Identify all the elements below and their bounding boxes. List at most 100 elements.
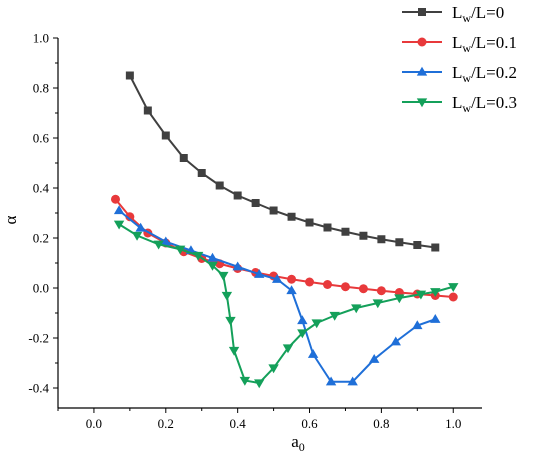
data-point (179, 154, 188, 162)
x-tick-label: 0.4 (230, 416, 247, 431)
data-point (228, 346, 240, 356)
legend-label: Lw/L=0.1 (452, 33, 517, 55)
data-point (448, 292, 458, 302)
legend-label-rest: /L=0.3 (471, 93, 517, 112)
data-point (215, 181, 224, 190)
data-point (390, 336, 401, 346)
legend-swatch-marker (416, 98, 428, 108)
x-axis-title: a0 (291, 432, 305, 454)
legend-item-0: Lw/L=0 (402, 3, 504, 25)
data-point (329, 311, 340, 321)
y-tick-label: 1.0 (33, 31, 49, 46)
data-point (113, 220, 125, 230)
data-point (359, 231, 368, 240)
data-point (268, 364, 279, 374)
data-point (297, 315, 308, 325)
data-point (110, 194, 120, 204)
data-point (225, 316, 236, 326)
data-point (430, 288, 441, 297)
data-point (340, 282, 350, 292)
legend-label-rest: /L=0.1 (471, 33, 517, 52)
data-point (125, 212, 135, 222)
data-point (161, 131, 170, 140)
x-tick-label: 0.8 (373, 416, 389, 431)
legend-label-sub: w (462, 71, 471, 85)
data-point (239, 376, 251, 386)
data-point (372, 299, 383, 309)
x-axis-title-main: a (291, 432, 299, 451)
legend-label-main: L (452, 93, 462, 112)
series-line (118, 209, 436, 383)
data-point (232, 261, 243, 271)
y-axis-title: α (1, 215, 20, 224)
legend-label-sub: w (462, 11, 471, 25)
data-point (305, 277, 315, 287)
data-point (430, 314, 441, 323)
data-point (307, 349, 319, 358)
data-point (221, 291, 233, 301)
data-point (254, 379, 265, 389)
data-point (431, 243, 440, 252)
y-tick-label: -0.4 (28, 381, 49, 396)
data-point (369, 354, 380, 363)
series-3 (113, 220, 459, 389)
y-tick-label: 0.2 (33, 231, 49, 246)
data-point (322, 280, 332, 289)
legend-label-rest: /L=0.2 (471, 63, 517, 82)
legend-swatch-marker (416, 66, 428, 76)
x-tick-label: 1.0 (445, 416, 461, 431)
data-point (233, 191, 242, 200)
data-point (197, 169, 206, 177)
data-point (286, 285, 297, 295)
data-point (113, 205, 125, 215)
y-tick-label: 0.0 (33, 281, 49, 296)
data-point (269, 206, 278, 215)
legend-label: Lw/L=0.3 (452, 93, 517, 115)
legend-label-rest: /L=0 (471, 3, 504, 22)
data-point (305, 218, 314, 227)
legend: Lw/L=0Lw/L=0.1Lw/L=0.2Lw/L=0.3 (402, 3, 517, 115)
x-axis-title-sub: 0 (299, 440, 305, 454)
x-tick-label: 0.6 (301, 416, 318, 431)
data-point (347, 376, 358, 386)
legend-label-sub: w (462, 101, 471, 115)
data-point (325, 376, 337, 386)
legend-item-3: Lw/L=0.3 (402, 93, 517, 115)
data-point (351, 304, 362, 314)
data-point (287, 212, 296, 221)
data-point (377, 235, 386, 244)
legend-label-main: L (452, 33, 462, 52)
series-2 (113, 205, 441, 386)
legend-label: Lw/L=0.2 (452, 63, 517, 85)
data-point (207, 261, 218, 271)
data-point (192, 251, 204, 261)
data-point (254, 269, 265, 278)
data-point (174, 245, 186, 255)
legend-item-2: Lw/L=0.2 (402, 63, 517, 85)
data-point (131, 231, 143, 241)
data-point (415, 290, 427, 300)
axes: 0.0 0.2 0.4 0.6 0.8 1.0 -0.4 -0.2 0.0 0.2 0.4 0.6 0.… (28, 31, 482, 431)
data-point (341, 227, 350, 236)
series-layer (110, 71, 459, 389)
data-point (311, 319, 322, 329)
data-point (448, 283, 459, 292)
legend-label: Lw/L=0 (452, 3, 504, 25)
legend-label-sub: w (462, 41, 471, 55)
series-0 (125, 71, 440, 252)
data-point (143, 106, 152, 115)
x-tick-label: 0.0 (86, 416, 102, 431)
data-point (160, 236, 171, 246)
data-point (207, 252, 218, 262)
series-line (128, 75, 436, 249)
y-tick-label: 0.6 (33, 131, 50, 146)
data-point (412, 320, 423, 330)
y-tick-label: 0.8 (33, 81, 49, 96)
legend-label-main: L (452, 63, 462, 82)
y-tick-label: 0.4 (33, 181, 50, 196)
data-point (271, 274, 283, 283)
legend-item-1: Lw/L=0.1 (402, 33, 517, 55)
data-point (358, 284, 368, 294)
data-point (394, 294, 405, 304)
